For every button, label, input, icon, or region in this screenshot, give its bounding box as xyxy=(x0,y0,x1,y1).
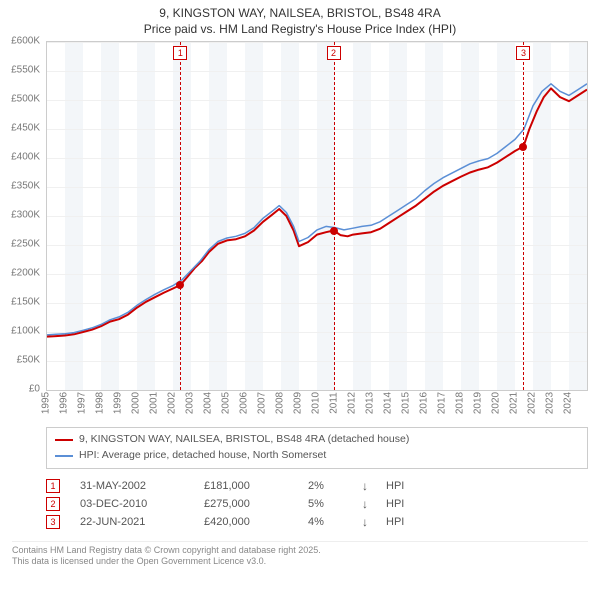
x-tick-label: 2009 xyxy=(293,392,304,414)
footer-attribution: Contains HM Land Registry data © Crown c… xyxy=(12,541,588,568)
x-tick-label: 2003 xyxy=(185,392,196,414)
event-row-marker: 1 xyxy=(46,479,60,493)
y-tick-label: £0 xyxy=(29,384,40,395)
series-price_paid xyxy=(47,89,587,337)
x-tick-label: 2004 xyxy=(203,392,214,414)
arrow-down-icon: ↓ xyxy=(362,479,382,493)
y-tick-label: £350K xyxy=(11,181,40,192)
x-tick-label: 1999 xyxy=(113,392,124,414)
event-point xyxy=(176,281,184,289)
x-tick-label: 1998 xyxy=(95,392,106,414)
event-line xyxy=(180,42,181,390)
x-tick-label: 2011 xyxy=(329,392,340,414)
x-tick-label: 2010 xyxy=(311,392,322,414)
footer-line-2: This data is licensed under the Open Gov… xyxy=(12,556,588,567)
x-tick-label: 2020 xyxy=(491,392,502,414)
legend: 9, KINGSTON WAY, NAILSEA, BRISTOL, BS48 … xyxy=(46,427,588,469)
x-tick-label: 2002 xyxy=(167,392,178,414)
y-tick-label: £400K xyxy=(11,152,40,163)
event-date: 31-MAY-2002 xyxy=(80,480,200,492)
event-pct: 4% xyxy=(308,516,358,528)
event-pct: 5% xyxy=(308,498,358,510)
event-line xyxy=(523,42,524,390)
x-tick-label: 2014 xyxy=(383,392,394,414)
footer-line-1: Contains HM Land Registry data © Crown c… xyxy=(12,545,588,556)
chart-area: £0£50K£100K£150K£200K£250K£300K£350K£400… xyxy=(46,41,588,421)
x-tick-label: 2018 xyxy=(455,392,466,414)
x-tick-label: 2022 xyxy=(527,392,538,414)
x-tick-label: 2023 xyxy=(545,392,556,414)
y-axis: £0£50K£100K£150K£200K£250K£300K£350K£400… xyxy=(4,41,44,391)
event-row: 2 03-DEC-2010 £275,000 5% ↓ HPI xyxy=(46,495,588,513)
event-line xyxy=(334,42,335,390)
x-tick-label: 2019 xyxy=(473,392,484,414)
y-tick-label: £100K xyxy=(11,326,40,337)
x-tick-label: 2016 xyxy=(419,392,430,414)
title-line-2: Price paid vs. HM Land Registry's House … xyxy=(6,22,594,38)
y-tick-label: £250K xyxy=(11,239,40,250)
event-marker: 2 xyxy=(327,46,341,60)
x-tick-label: 1995 xyxy=(41,392,52,414)
event-row-marker: 3 xyxy=(46,515,60,529)
x-tick-label: 2006 xyxy=(239,392,250,414)
event-suffix: HPI xyxy=(386,516,436,528)
y-tick-label: £300K xyxy=(11,210,40,221)
x-tick-label: 1996 xyxy=(59,392,70,414)
legend-item: 9, KINGSTON WAY, NAILSEA, BRISTOL, BS48 … xyxy=(55,432,579,448)
plot-area: 1 2 3 xyxy=(46,41,588,391)
x-tick-label: 2008 xyxy=(275,392,286,414)
title-line-1: 9, KINGSTON WAY, NAILSEA, BRISTOL, BS48 … xyxy=(6,6,594,22)
line-series-svg xyxy=(47,42,587,390)
x-tick-label: 2013 xyxy=(365,392,376,414)
event-suffix: HPI xyxy=(386,498,436,510)
event-marker: 1 xyxy=(173,46,187,60)
chart-container: 9, KINGSTON WAY, NAILSEA, BRISTOL, BS48 … xyxy=(0,0,600,590)
event-row-marker: 2 xyxy=(46,497,60,511)
legend-label: 9, KINGSTON WAY, NAILSEA, BRISTOL, BS48 … xyxy=(79,432,409,448)
x-tick-label: 2005 xyxy=(221,392,232,414)
x-tick-label: 2007 xyxy=(257,392,268,414)
x-tick-label: 2024 xyxy=(563,392,574,414)
legend-swatch xyxy=(55,455,73,457)
event-point xyxy=(519,143,527,151)
chart-title: 9, KINGSTON WAY, NAILSEA, BRISTOL, BS48 … xyxy=(6,6,594,37)
legend-label: HPI: Average price, detached house, Nort… xyxy=(79,448,326,464)
event-pct: 2% xyxy=(308,480,358,492)
x-tick-label: 2012 xyxy=(347,392,358,414)
x-tick-label: 2001 xyxy=(149,392,160,414)
event-row: 3 22-JUN-2021 £420,000 4% ↓ HPI xyxy=(46,513,588,531)
x-tick-label: 2017 xyxy=(437,392,448,414)
event-marker: 3 xyxy=(516,46,530,60)
y-tick-label: £150K xyxy=(11,297,40,308)
x-tick-label: 2000 xyxy=(131,392,142,414)
event-price: £275,000 xyxy=(204,498,304,510)
event-row: 1 31-MAY-2002 £181,000 2% ↓ HPI xyxy=(46,477,588,495)
arrow-down-icon: ↓ xyxy=(362,497,382,511)
y-tick-label: £200K xyxy=(11,268,40,279)
x-axis: 1995199619971998199920002001200220032004… xyxy=(46,391,588,421)
x-tick-label: 2021 xyxy=(509,392,520,414)
legend-swatch xyxy=(55,439,73,441)
x-tick-label: 1997 xyxy=(77,392,88,414)
y-tick-label: £450K xyxy=(11,123,40,134)
event-date: 22-JUN-2021 xyxy=(80,516,200,528)
event-price: £420,000 xyxy=(204,516,304,528)
event-point xyxy=(330,227,338,235)
events-table: 1 31-MAY-2002 £181,000 2% ↓ HPI 2 03-DEC-2010 £2… xyxy=(46,477,588,531)
x-tick-label: 2015 xyxy=(401,392,412,414)
y-tick-label: £500K xyxy=(11,94,40,105)
y-tick-label: £600K xyxy=(11,36,40,47)
event-suffix: HPI xyxy=(386,480,436,492)
arrow-down-icon: ↓ xyxy=(362,515,382,529)
legend-item: HPI: Average price, detached house, Nort… xyxy=(55,448,579,464)
event-date: 03-DEC-2010 xyxy=(80,498,200,510)
y-tick-label: £550K xyxy=(11,65,40,76)
series-hpi xyxy=(47,84,587,335)
y-tick-label: £50K xyxy=(17,355,40,366)
event-price: £181,000 xyxy=(204,480,304,492)
